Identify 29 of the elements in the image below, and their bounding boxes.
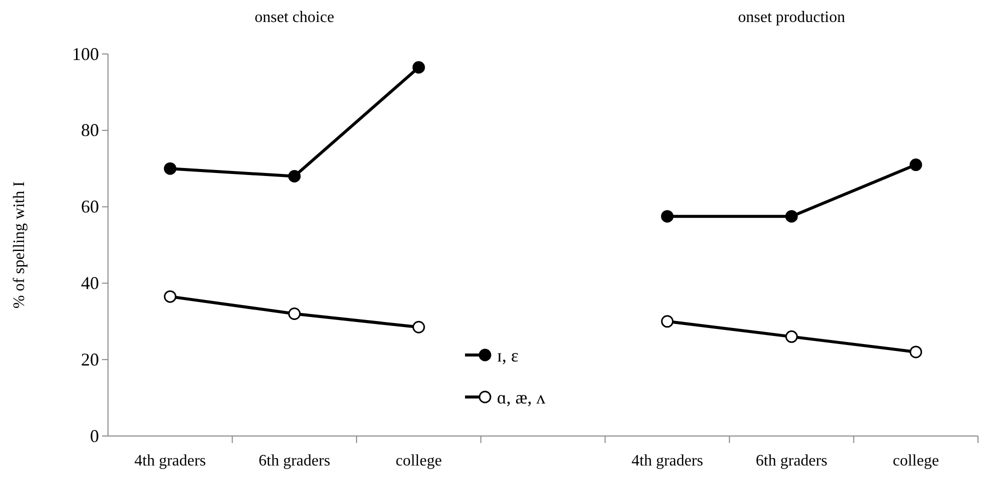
y-tick-label: 20 (81, 349, 99, 370)
legend-label: ɑ, æ, ʌ (497, 387, 546, 408)
y-tick-label: 100 (72, 44, 99, 64)
point (412, 61, 425, 74)
text: onset production (738, 9, 846, 26)
point (288, 170, 301, 182)
point (412, 320, 425, 334)
x-tick-label: college (396, 452, 442, 470)
y-axis-title: % of spelling with I (11, 181, 28, 309)
y-tick-label: 0 (90, 426, 99, 446)
point (164, 290, 176, 303)
x-tick-label: 4th graders (134, 452, 206, 470)
point (785, 210, 798, 223)
x-tick-label: college (892, 452, 939, 470)
x-tick-label: 6th graders (756, 452, 828, 470)
x-tick-label: 4th graders (632, 452, 704, 470)
x-tick-label: 6th graders (258, 452, 330, 470)
y-tick-label: 80 (81, 120, 99, 140)
point (661, 210, 674, 223)
legend-label: ɪ, ɛ (497, 345, 519, 366)
point (288, 308, 301, 320)
y-tick-label: 60 (81, 196, 99, 217)
point (785, 330, 798, 343)
y-tick-label: 40 (81, 272, 99, 293)
point (661, 315, 674, 328)
point (910, 346, 922, 358)
text: onset choice (254, 9, 334, 26)
point (910, 158, 922, 172)
point (164, 162, 176, 175)
